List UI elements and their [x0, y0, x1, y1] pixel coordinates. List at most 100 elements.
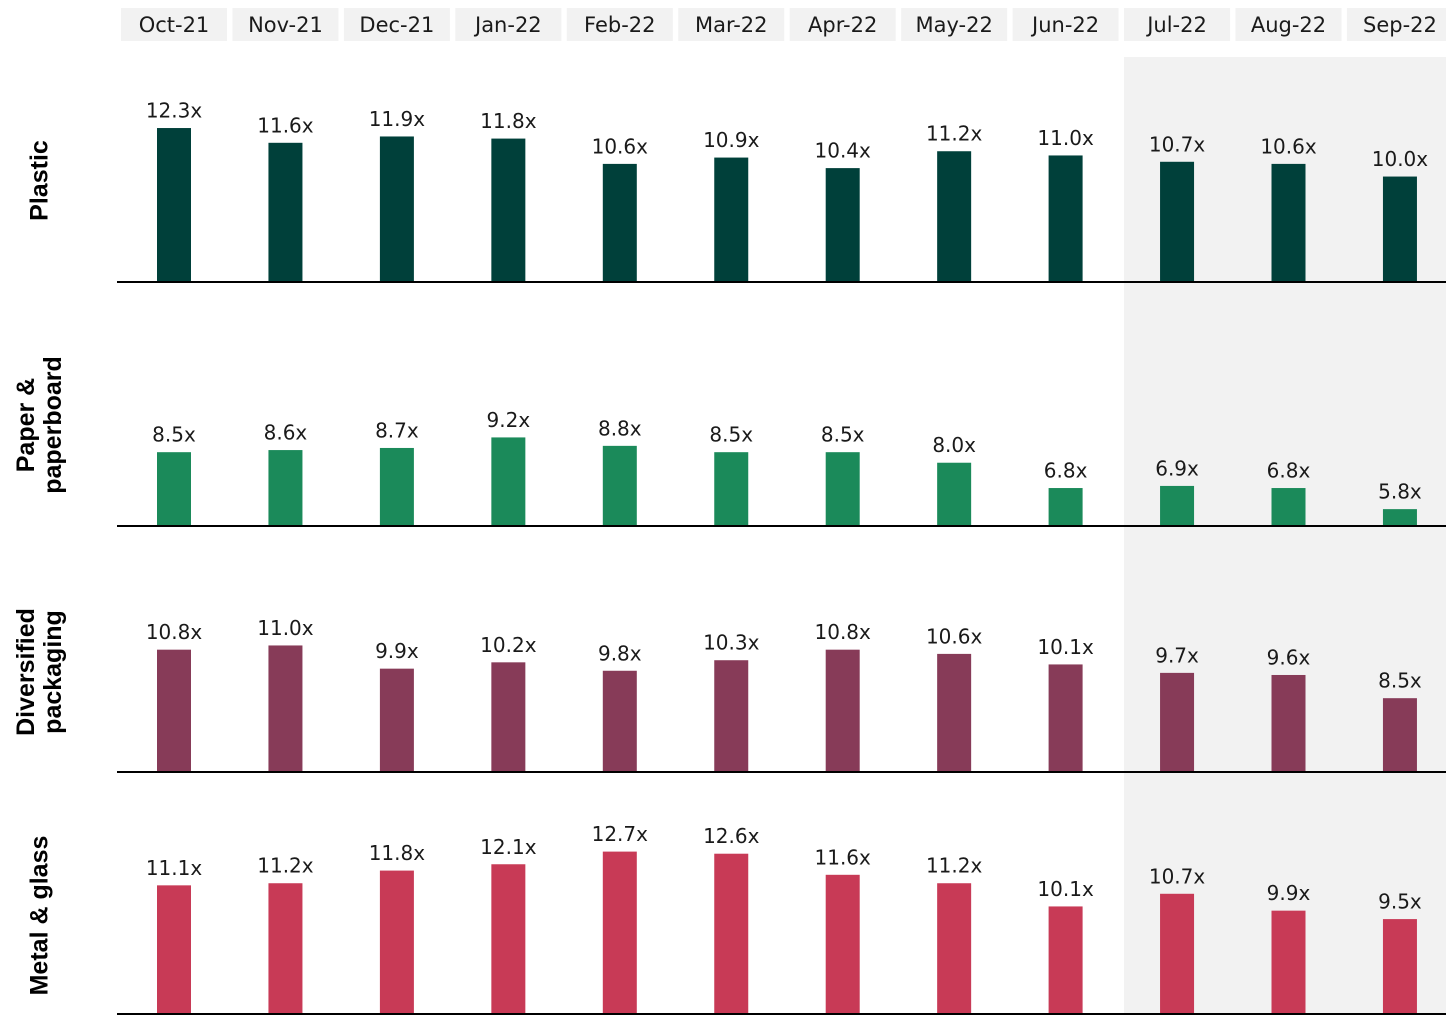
- bar: [1160, 893, 1195, 1014]
- category-header-bg: [232, 8, 339, 41]
- bar: [379, 136, 414, 282]
- data-label: 12.1x: [480, 835, 537, 859]
- data-label: 10.1x: [1037, 877, 1094, 901]
- category-label: Dec-21: [359, 13, 434, 37]
- category-header-bg: [1235, 8, 1342, 41]
- bar: [937, 653, 972, 772]
- bar: [1382, 509, 1417, 526]
- category-label: Sep-22: [1363, 13, 1437, 37]
- bar: [268, 450, 303, 526]
- bar: [1160, 161, 1195, 282]
- bar: [1048, 906, 1083, 1014]
- category-header-bg: [678, 8, 785, 41]
- bar: [937, 151, 972, 282]
- bar: [1160, 672, 1195, 772]
- data-label: 12.7x: [592, 822, 649, 846]
- data-label: 8.6x: [264, 421, 308, 445]
- data-label: 11.2x: [926, 122, 983, 146]
- data-label: 8.5x: [821, 423, 865, 447]
- data-label: 10.9x: [703, 128, 760, 152]
- data-label: 11.8x: [369, 841, 426, 865]
- data-label: 11.8x: [480, 109, 537, 133]
- data-label: 10.7x: [1149, 132, 1206, 156]
- data-label: 12.6x: [703, 824, 760, 848]
- data-label: 11.0x: [257, 616, 314, 640]
- bar: [157, 649, 191, 772]
- category-header-bg: [901, 8, 1008, 41]
- data-label: 9.9x: [1267, 881, 1311, 905]
- bar: [1382, 698, 1417, 772]
- bar: [491, 437, 526, 526]
- row-label: Plastic: [25, 139, 54, 221]
- bar: [825, 649, 860, 772]
- data-label: 8.8x: [598, 416, 642, 440]
- bar: [1271, 488, 1306, 526]
- data-label: 6.8x: [1044, 459, 1088, 483]
- bar: [714, 660, 749, 772]
- category-header-bg: [1346, 8, 1446, 41]
- data-label: 11.1x: [146, 856, 203, 880]
- category-header-bg: [789, 8, 896, 41]
- data-label: 10.7x: [1149, 864, 1206, 888]
- data-label: 10.8x: [815, 620, 872, 644]
- row-label: Metal & glass: [25, 835, 54, 995]
- data-label: 6.9x: [1155, 456, 1199, 480]
- data-label: 8.0x: [932, 433, 976, 457]
- data-label: 8.5x: [152, 423, 196, 447]
- bar: [1382, 176, 1417, 282]
- category-header-bg: [121, 8, 227, 41]
- data-label: 9.7x: [1155, 643, 1199, 667]
- bar: [379, 447, 414, 526]
- bar: [714, 853, 749, 1014]
- category-label: Mar-22: [695, 13, 768, 37]
- bar: [157, 452, 191, 526]
- category-label: Feb-22: [584, 13, 655, 37]
- bar: [825, 452, 860, 526]
- bar: [1160, 485, 1195, 526]
- data-label: 10.8x: [146, 620, 203, 644]
- bar: [268, 645, 303, 772]
- data-label: 9.2x: [487, 408, 531, 432]
- data-label: 11.2x: [926, 854, 983, 878]
- bar: [157, 885, 191, 1014]
- category-header-bg: [1124, 8, 1231, 41]
- category-header-bg: [566, 8, 673, 41]
- row-label: Diversified packaging: [12, 608, 67, 736]
- bar: [491, 138, 526, 282]
- data-label: 10.6x: [1260, 134, 1317, 158]
- data-label: 10.0x: [1372, 147, 1429, 171]
- category-label: Jun-22: [1030, 13, 1099, 37]
- data-label: 11.9x: [369, 107, 426, 131]
- category-header-bg: [455, 8, 562, 41]
- data-label: 9.9x: [375, 639, 419, 663]
- bar: [157, 128, 191, 282]
- bar: [1048, 664, 1083, 772]
- bar: [714, 157, 749, 282]
- data-label: 10.6x: [926, 624, 983, 648]
- bar: [937, 462, 972, 526]
- data-label: 10.2x: [480, 633, 537, 657]
- data-label: 11.6x: [257, 113, 314, 137]
- category-label: Jan-22: [473, 13, 542, 37]
- bar: [937, 883, 972, 1014]
- data-label: 9.5x: [1378, 890, 1422, 914]
- data-label: 11.6x: [815, 845, 872, 869]
- bar: [1048, 488, 1083, 526]
- data-label: 11.0x: [1037, 126, 1094, 150]
- bar: [491, 662, 526, 772]
- bar: [1271, 674, 1306, 772]
- bar: [1048, 155, 1083, 282]
- category-label: Jul-22: [1145, 13, 1207, 37]
- bar: [379, 668, 414, 772]
- data-label: 10.1x: [1037, 635, 1094, 659]
- bar: [602, 163, 637, 282]
- data-label: 11.2x: [257, 854, 314, 878]
- bar: [491, 864, 526, 1014]
- data-label: 9.8x: [598, 641, 642, 665]
- bar: [602, 670, 637, 772]
- data-label: 8.5x: [709, 423, 753, 447]
- category-label: Oct-21: [139, 13, 210, 37]
- row-label: Paper & paperboard: [12, 356, 67, 494]
